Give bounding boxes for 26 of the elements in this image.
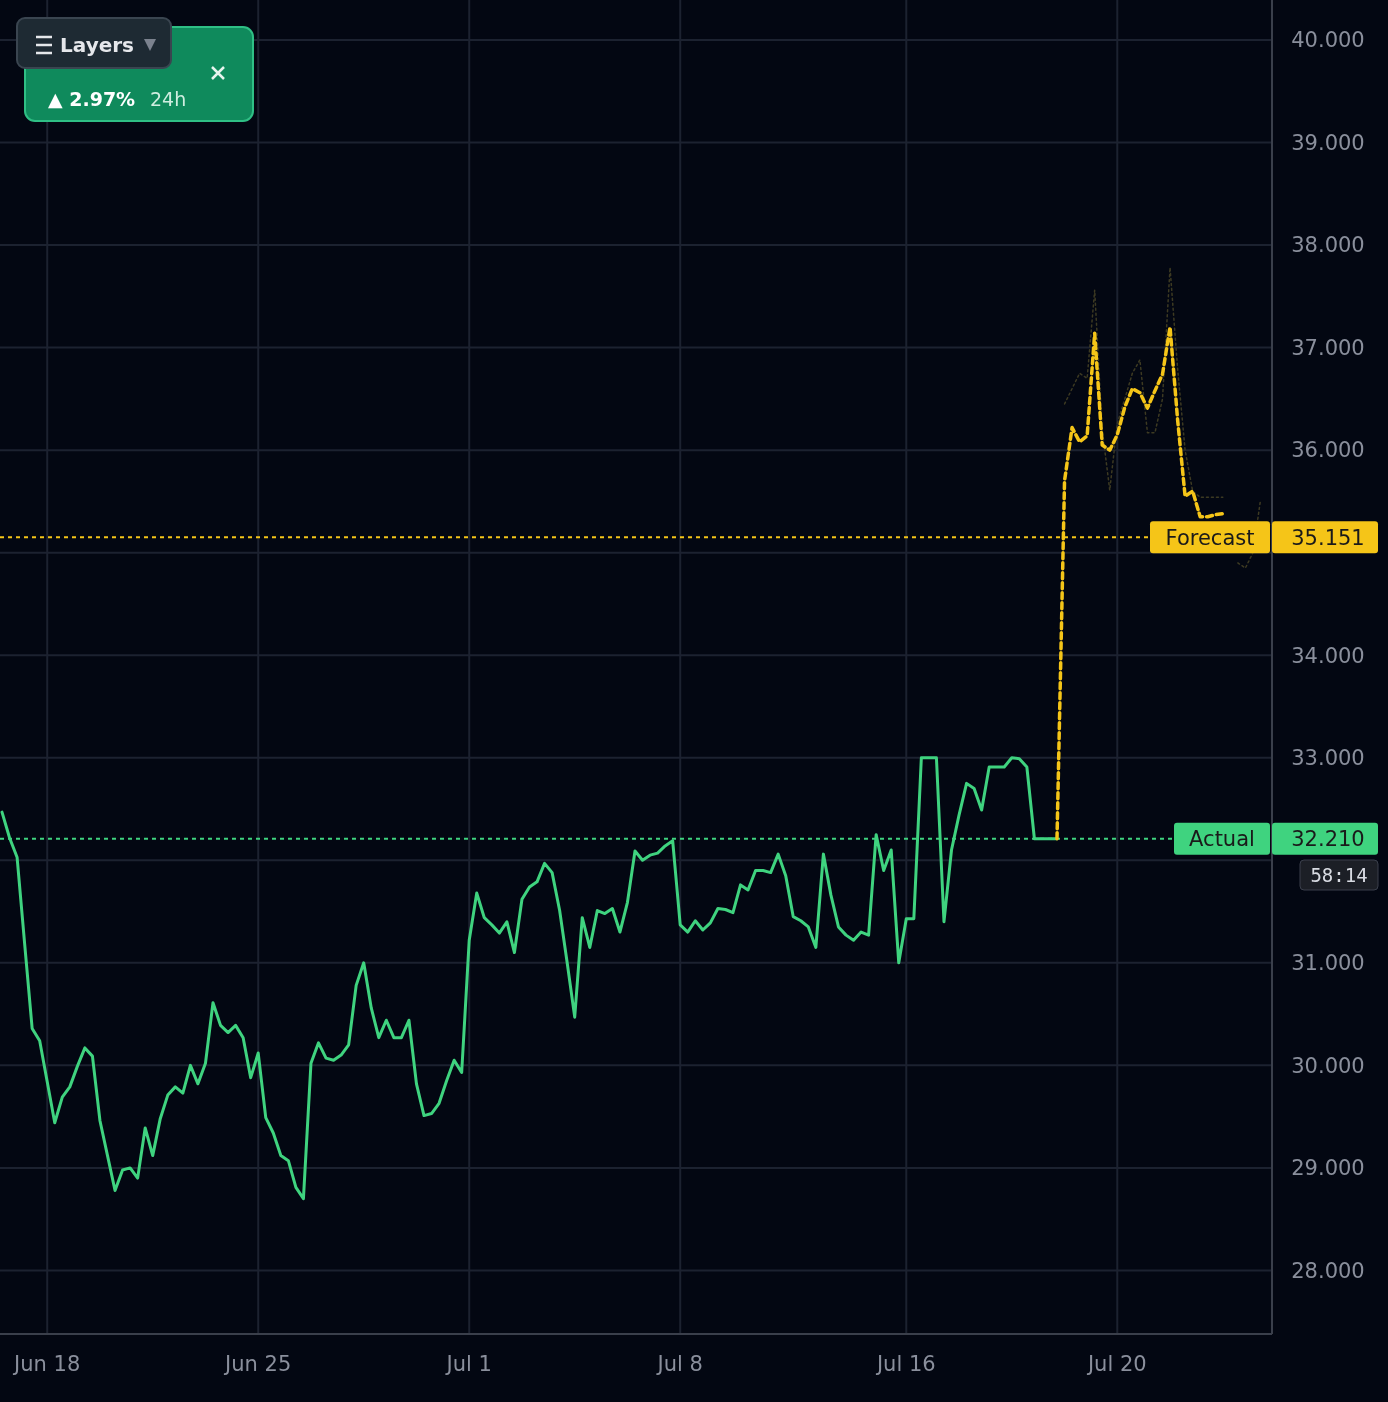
text: 58:14 (1310, 863, 1368, 886)
y-tick-label: 37.000 (1291, 335, 1365, 360)
y-tick-label: 36.000 (1291, 438, 1365, 463)
x-tick-label: Jul 1 (444, 1352, 492, 1377)
x-tick-label: Jun 25 (223, 1352, 292, 1377)
y-tick-label: 30.000 (1291, 1053, 1365, 1078)
y-tick-label: 39.000 (1291, 130, 1365, 155)
y-tick-label: 31.000 (1291, 951, 1365, 976)
text: 35.151 (1291, 525, 1365, 550)
layers-button: Layers (16, 17, 172, 69)
annotation: 24h (150, 87, 187, 110)
x-tick-label: Jul 8 (655, 1352, 703, 1377)
x-tick-label: Jun 18 (12, 1352, 81, 1377)
text: 32.210 (1291, 827, 1365, 852)
x-tick-label: Jul 16 (874, 1352, 936, 1377)
y-tick-label: 33.000 (1291, 746, 1365, 771)
y-tick-label: 34.000 (1291, 643, 1365, 668)
ref-line-label: Forecast (1165, 525, 1255, 550)
annotation: ▲ 2.97% (48, 87, 136, 110)
x-tick-label: Jul 20 (1085, 1352, 1147, 1377)
y-tick-label: 40.000 (1291, 28, 1365, 53)
y-tick-label: 38.000 (1291, 233, 1365, 258)
y-tick-label: 28.000 (1291, 1258, 1365, 1283)
annotation: Layers (60, 33, 134, 57)
ref-line-label: Actual (1189, 827, 1255, 852)
y-tick-label: 29.000 (1291, 1156, 1365, 1181)
